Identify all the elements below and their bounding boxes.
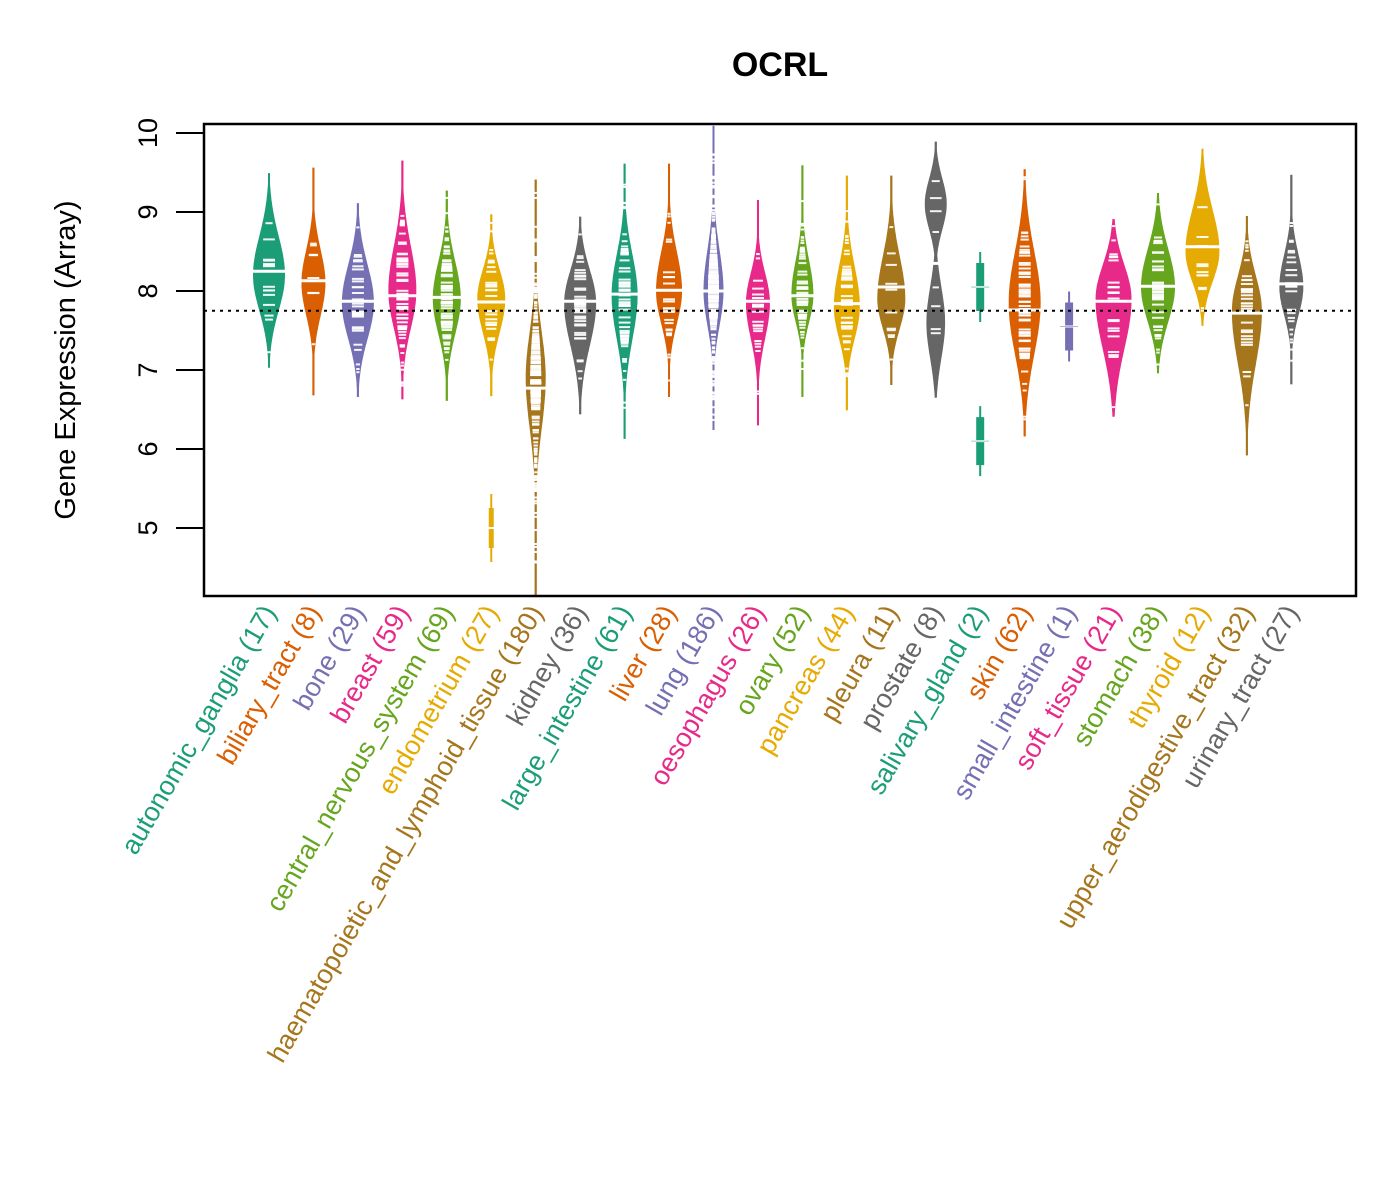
beans-layer [251,125,1306,595]
y-tick-label: 7 [133,362,163,377]
bean-skin [1006,169,1043,437]
bean-urinary-tract [1277,174,1306,385]
bean-ovary [789,165,816,397]
chart-title: OCRL [732,46,828,84]
y-axis-label: Gene Expression (Array) [50,200,82,519]
bean-lung [701,125,726,431]
bean-body [564,216,597,415]
bean-kidney [562,216,599,415]
bean-body [924,141,947,398]
bean-biliary-tract [299,167,328,396]
bean-body [833,175,860,411]
y-tick-label: 10 [133,118,163,148]
bean-body [1095,219,1132,417]
bean-liver [654,163,685,397]
bean-oesophagus [743,200,772,426]
bean-prostate [924,141,947,398]
y-tick-label: 8 [133,283,163,298]
bean-thyroid [1183,148,1222,326]
bean-salivary-gland [971,252,990,477]
x-axis-labels: autonomic_ganglia (17)biliary_tract (8)b… [115,600,1304,1067]
bean-central-nervous-system [430,190,463,401]
y-tick-label: 9 [133,204,163,219]
bean-endometrium [475,214,508,562]
bean-stomach [1139,193,1177,374]
y-axis: 5 6 7 8 9 10 [133,118,205,536]
bean-body [477,214,506,397]
bean-body [877,175,906,385]
bean-large-intestine [609,163,640,439]
bean-upper-aerodigestive-tract [1229,215,1264,456]
bean-small-intestine [1060,291,1079,362]
bean-haematopoietic-and-lymphoid-tissue [523,179,548,595]
bean-soft-tissue [1093,219,1134,417]
bean-breast [386,160,419,400]
bean-bone [339,203,376,397]
plot-frame [202,122,1358,598]
bean-autonomic-ganglia [251,173,287,368]
bean-pancreas [831,175,862,411]
bean-body [656,163,682,397]
bean-pleura [875,175,907,386]
y-tick-label: 5 [133,520,163,535]
bean-body [1279,174,1304,385]
y-tick-label: 6 [133,441,163,456]
